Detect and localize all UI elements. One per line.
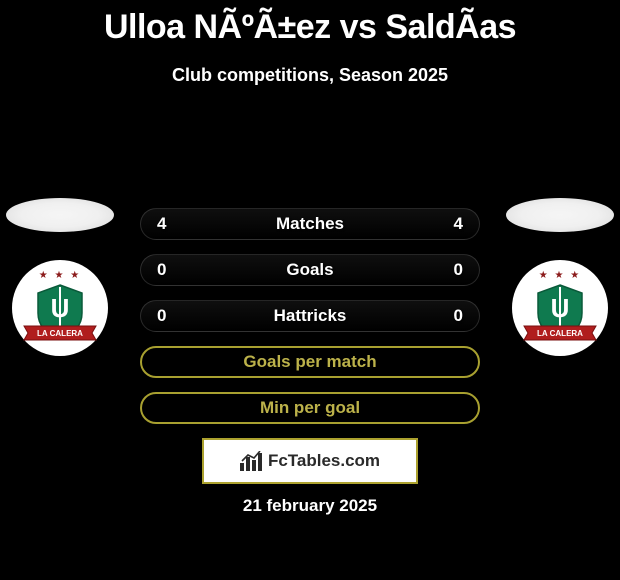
player-left-avatar-ellipse bbox=[6, 198, 114, 232]
team-badge-left: ★ ★ ★ U LA CALERA bbox=[12, 260, 108, 356]
ribbon-text: LA CALERA bbox=[37, 329, 83, 338]
player-left-column: ★ ★ ★ U LA CALERA bbox=[0, 198, 120, 356]
branding-box: FcTables.com bbox=[202, 438, 418, 484]
badge-stars-icon: ★ ★ ★ bbox=[539, 270, 581, 281]
svg-text:U: U bbox=[551, 293, 570, 323]
stat-right-value: 0 bbox=[454, 306, 463, 326]
ribbon-text: LA CALERA bbox=[537, 329, 583, 338]
stat-label: Matches bbox=[276, 214, 344, 234]
branding-text: FcTables.com bbox=[268, 451, 380, 471]
ribbon-icon: LA CALERA bbox=[22, 324, 98, 342]
stat-left-value: 0 bbox=[157, 306, 166, 326]
stat-row-goals-per-match: Goals per match bbox=[140, 346, 480, 378]
chart-bars-icon bbox=[240, 451, 262, 471]
subtitle: Club competitions, Season 2025 bbox=[0, 65, 620, 86]
player-right-avatar-ellipse bbox=[506, 198, 614, 232]
stat-row-goals: 0 Goals 0 bbox=[140, 254, 480, 286]
team-badge-right: ★ ★ ★ U LA CALERA bbox=[512, 260, 608, 356]
svg-text:U: U bbox=[51, 293, 70, 323]
stat-label: Goals per match bbox=[243, 352, 376, 372]
stat-right-value: 4 bbox=[454, 214, 463, 234]
stat-right-value: 0 bbox=[454, 260, 463, 280]
stat-row-min-per-goal: Min per goal bbox=[140, 392, 480, 424]
stat-label: Hattricks bbox=[274, 306, 347, 326]
stat-label: Goals bbox=[286, 260, 333, 280]
stat-row-hattricks: 0 Hattricks 0 bbox=[140, 300, 480, 332]
player-right-column: ★ ★ ★ U LA CALERA bbox=[500, 198, 620, 356]
ribbon-icon: LA CALERA bbox=[522, 324, 598, 342]
stat-left-value: 0 bbox=[157, 260, 166, 280]
footer-date: 21 february 2025 bbox=[0, 496, 620, 516]
page-title: Ulloa NÃºÃ±ez vs SaldÃ­as bbox=[0, 0, 620, 47]
stats-column: 4 Matches 4 0 Goals 0 0 Hattricks 0 Goal… bbox=[140, 208, 480, 424]
badge-stars-icon: ★ ★ ★ bbox=[39, 270, 81, 281]
stat-label: Min per goal bbox=[260, 398, 360, 418]
stat-row-matches: 4 Matches 4 bbox=[140, 208, 480, 240]
stat-left-value: 4 bbox=[157, 214, 166, 234]
